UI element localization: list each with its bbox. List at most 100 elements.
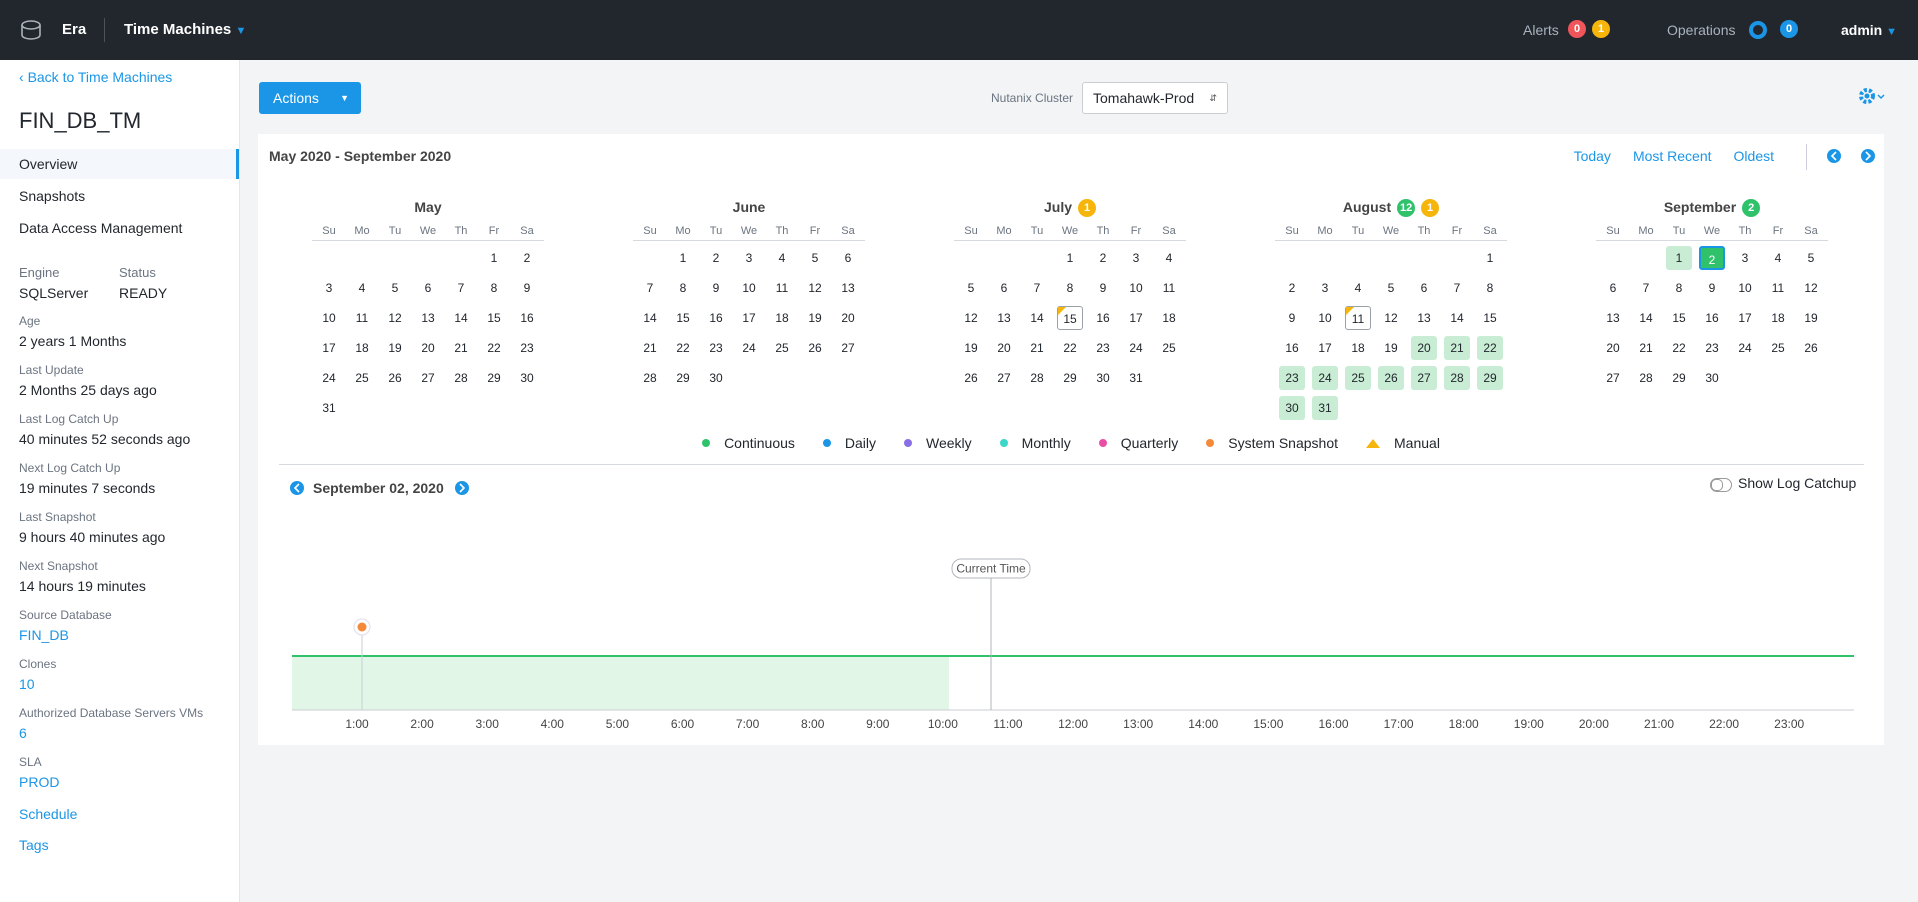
legend-item[interactable]: Quarterly [1098, 435, 1179, 451]
calendar-day[interactable]: 15 [1057, 306, 1083, 330]
status-value: READY [119, 285, 168, 301]
nav-item[interactable]: Overview [0, 149, 239, 179]
calendar-day[interactable]: 11 [1345, 306, 1371, 330]
legend-item[interactable]: Daily [822, 435, 876, 451]
legend-label: Weekly [926, 435, 972, 451]
calendar-day: 23 [1705, 341, 1719, 355]
property-value[interactable]: FIN_DB [19, 627, 69, 643]
badge: 0 [1780, 20, 1798, 39]
weekday: Fr [809, 225, 821, 237]
weekday: Su [1606, 225, 1620, 237]
calendar-day: 1 [490, 251, 498, 265]
month-header: August 12 1 [1241, 199, 1541, 218]
sidebar-link[interactable]: Schedule [19, 806, 78, 822]
operations-label[interactable]: Operations [1667, 22, 1736, 38]
calendar-day: 6 [1000, 281, 1008, 295]
calendar-day[interactable]: 29 [1477, 366, 1503, 390]
legend-item[interactable]: Continuous [702, 435, 795, 451]
hour-label: 3:00 [476, 717, 500, 731]
calendar-day[interactable]: 27 [1411, 366, 1437, 390]
calendar-day[interactable]: 20 [1411, 336, 1437, 360]
calendar-day[interactable]: 21 [1444, 336, 1470, 360]
calendar-day: 22 [487, 341, 501, 355]
calendar-day: 5 [1387, 281, 1395, 295]
calendar-nav-link[interactable]: Today [1573, 148, 1611, 164]
nav-item[interactable]: Data Access Management [19, 220, 183, 236]
weekday: Su [964, 225, 978, 237]
calendar-day[interactable]: 31 [1312, 396, 1338, 420]
calendar-nav-link[interactable]: Oldest [1733, 148, 1774, 164]
calendar-day: 14 [643, 311, 657, 325]
calendar-day[interactable]: 25 [1345, 366, 1371, 390]
legend-item[interactable]: Weekly [904, 435, 972, 451]
calendar-day: 16 [1096, 311, 1110, 325]
user-menu[interactable]: admin ▼ [1841, 22, 1898, 38]
calendar-day[interactable]: 2 [1699, 246, 1725, 270]
calendar-nav-link[interactable]: Most Recent [1632, 148, 1712, 164]
calendar-day[interactable]: 30 [1279, 396, 1305, 420]
hour-label: 19:00 [1514, 717, 1544, 731]
calendar-nav: Today Most Recent Oldest [1552, 148, 1774, 164]
log-catchup-toggle[interactable] [1710, 478, 1732, 492]
calendar-day: 16 [1285, 341, 1299, 355]
property-value[interactable]: 6 [19, 725, 27, 741]
calendar-day: 25 [355, 371, 369, 385]
month-arrows[interactable] [1826, 147, 1886, 165]
calendar-day: 5 [391, 281, 399, 295]
calendar-day: 20 [421, 341, 435, 355]
legend-item[interactable]: System Snapshot [1206, 435, 1338, 451]
hour-label: 11:00 [993, 717, 1022, 731]
calendar-day: 10 [1129, 281, 1143, 295]
calendar-day: 9 [712, 281, 720, 295]
legend-item[interactable]: Manual [1366, 435, 1440, 451]
property-value[interactable]: PROD [19, 774, 60, 790]
alerts-label[interactable]: Alerts [1523, 22, 1559, 38]
back-link[interactable]: ‹ Back to Time Machines [19, 69, 173, 85]
legend-marker [1206, 439, 1215, 447]
calendar-day: 22 [1672, 341, 1686, 355]
weekday: Sa [520, 225, 534, 237]
calendar-day: 6 [424, 281, 432, 295]
prev-day[interactable] [289, 480, 305, 496]
calendar-day: 17 [322, 341, 336, 355]
calendar-day: 27 [421, 371, 435, 385]
weekday-rule [312, 240, 544, 241]
settings-button[interactable] [1858, 86, 1886, 106]
next-day[interactable] [454, 480, 470, 496]
calendar-day[interactable]: 26 [1378, 366, 1404, 390]
section-menu[interactable]: Time Machines ▼ [124, 21, 247, 38]
app-name: Era [62, 21, 87, 38]
property-value[interactable]: 10 [19, 676, 35, 692]
legend-label: Manual [1394, 435, 1440, 451]
weekday: Su [1285, 225, 1299, 237]
legend-item[interactable]: Monthly [999, 435, 1071, 451]
badge: 12 [1397, 199, 1416, 218]
timeline-chart: Current Time 1:00 2:00 3:00 4:00 5:00 6:00 7:0… [292, 558, 1854, 731]
sidebar-link[interactable]: Tags [19, 837, 49, 853]
nav-item[interactable]: Snapshots [19, 188, 86, 204]
cluster-select[interactable]: Tomahawk-Prod ⇵ [1082, 82, 1228, 114]
calendar-day[interactable]: 1 [1666, 246, 1692, 270]
calendar-day: 5 [1807, 251, 1815, 265]
calendar-day[interactable]: 22 [1477, 336, 1503, 360]
calendar-day: 2 [1099, 251, 1107, 265]
weekday: Fr [488, 225, 500, 237]
legend-label: Quarterly [1120, 435, 1179, 451]
calendar-day: 15 [487, 311, 501, 325]
calendar-day[interactable]: 28 [1444, 366, 1470, 390]
weekday: Fr [1451, 225, 1463, 237]
actions-button[interactable]: Actions ▼ [259, 82, 361, 114]
user-name: admin [1841, 22, 1883, 38]
calendar-day: 13 [997, 311, 1011, 325]
page-title: FIN_DB_TM [19, 108, 142, 133]
calendar-day: 18 [1162, 311, 1176, 325]
calendar-day: 10 [1318, 311, 1332, 325]
hour-label: 9:00 [866, 717, 890, 731]
timeline-date: September 02, 2020 [313, 480, 444, 496]
calendar-day: 30 [1096, 371, 1110, 385]
calendar-day[interactable]: 24 [1312, 366, 1338, 390]
legend-marker [822, 439, 831, 447]
system-snapshot[interactable] [357, 622, 367, 632]
calendar-day[interactable]: 23 [1279, 366, 1305, 390]
property-value: 19 minutes 7 seconds [19, 480, 156, 496]
